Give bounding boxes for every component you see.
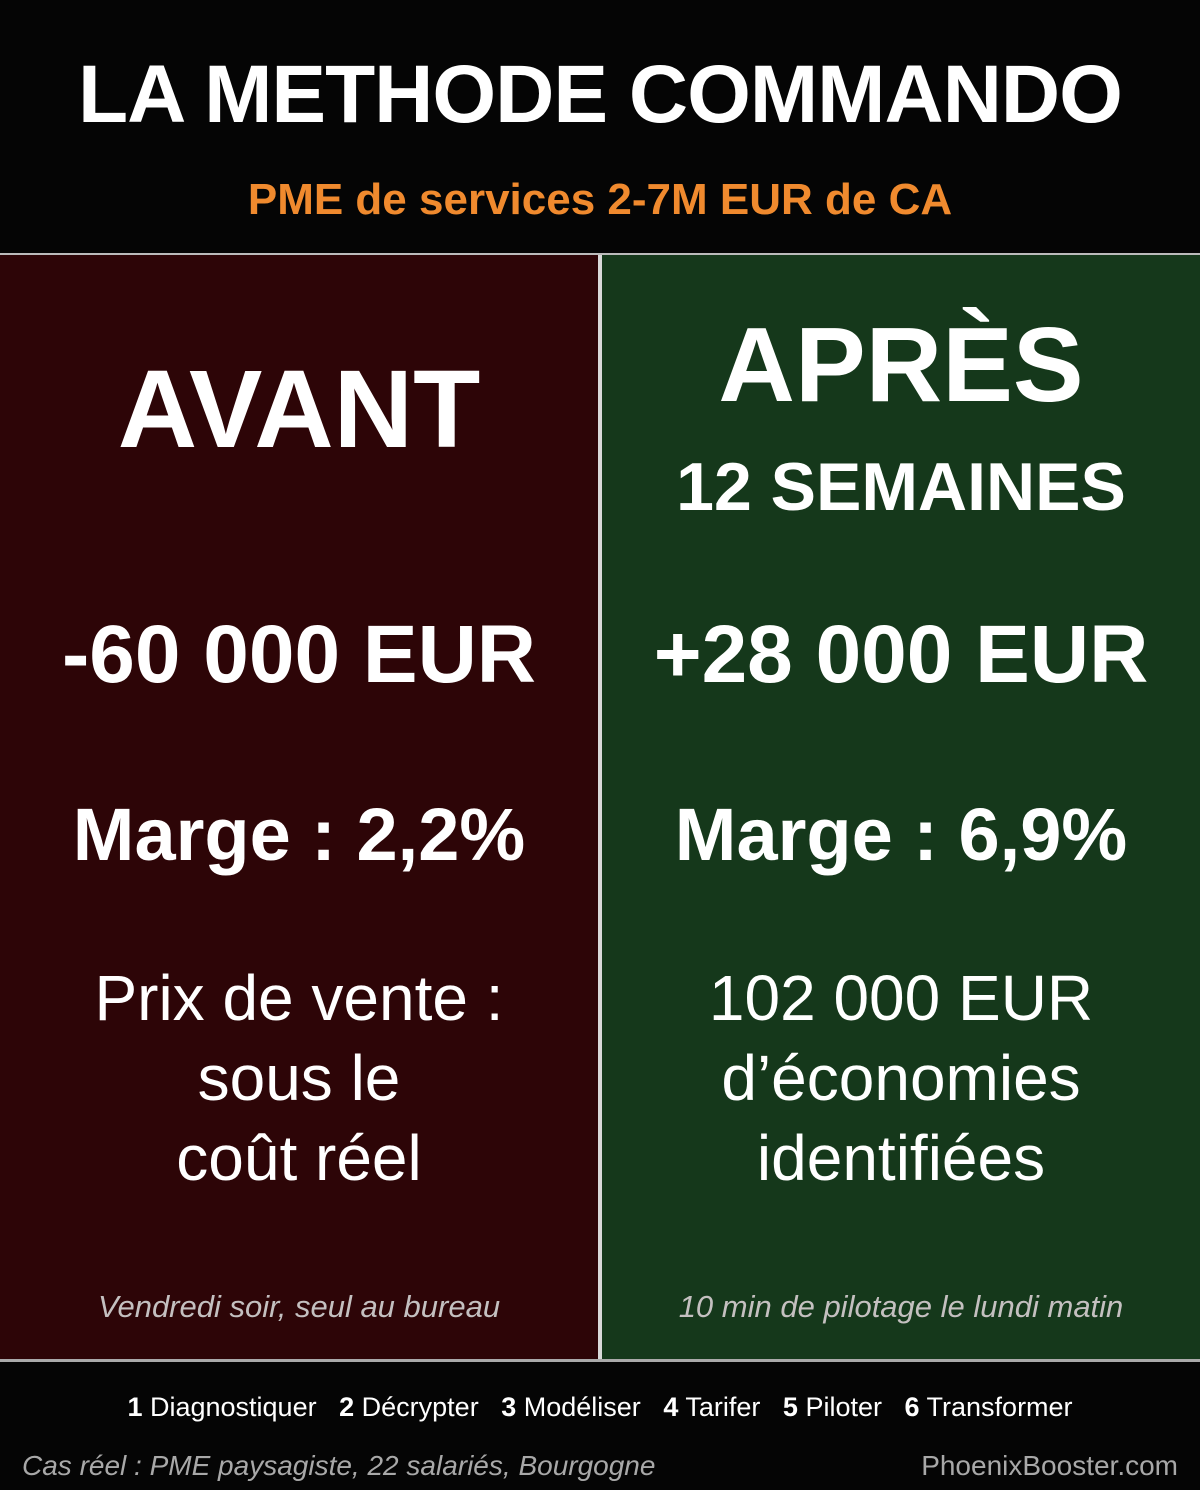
step-6: 6 Transformer [904,1392,1073,1422]
after-heading: APRÈS [718,306,1084,424]
before-margin: Marge : 2,2% [72,793,526,876]
before-detail: Prix de vente : sous le coût réel [94,962,504,1194]
step-2: 2 Décrypter [339,1392,479,1422]
page-title: LA METHODE COMMANDO [78,49,1123,140]
before-amount: -60 000 EUR [61,609,537,700]
step-1: 1 Diagnostiquer [127,1392,317,1422]
after-panel [602,255,1200,1360]
step-4: 4 Tarifer [663,1392,761,1422]
case-note: Cas réel : PME paysagiste, 22 salariés, … [22,1450,656,1481]
before-panel [0,255,598,1360]
divider-top [0,253,1200,256]
steps-list: 1 Diagnostiquer 2 Décrypter 3 Modéliser … [0,1387,1200,1427]
page-subtitle: PME de services 2-7M EUR de CA [247,175,953,224]
after-margin: Marge : 6,9% [674,793,1128,876]
step-5: 5 Piloter [782,1392,882,1422]
site-link[interactable]: PhoenixBooster.com [921,1450,1178,1481]
divider-vertical [598,255,602,1360]
step-3: 3 Modéliser [501,1392,641,1422]
divider-bottom [0,1359,1200,1362]
before-caption: Vendredi soir, seul au bureau [97,1289,501,1324]
after-amount: +28 000 EUR [653,609,1149,700]
before-heading: AVANT [117,348,481,471]
after-detail: 102 000 EUR d’économies identifiées [708,962,1094,1194]
after-subheading: 12 SEMAINES [676,449,1126,525]
after-caption: 10 min de pilotage le lundi matin [678,1289,1124,1324]
